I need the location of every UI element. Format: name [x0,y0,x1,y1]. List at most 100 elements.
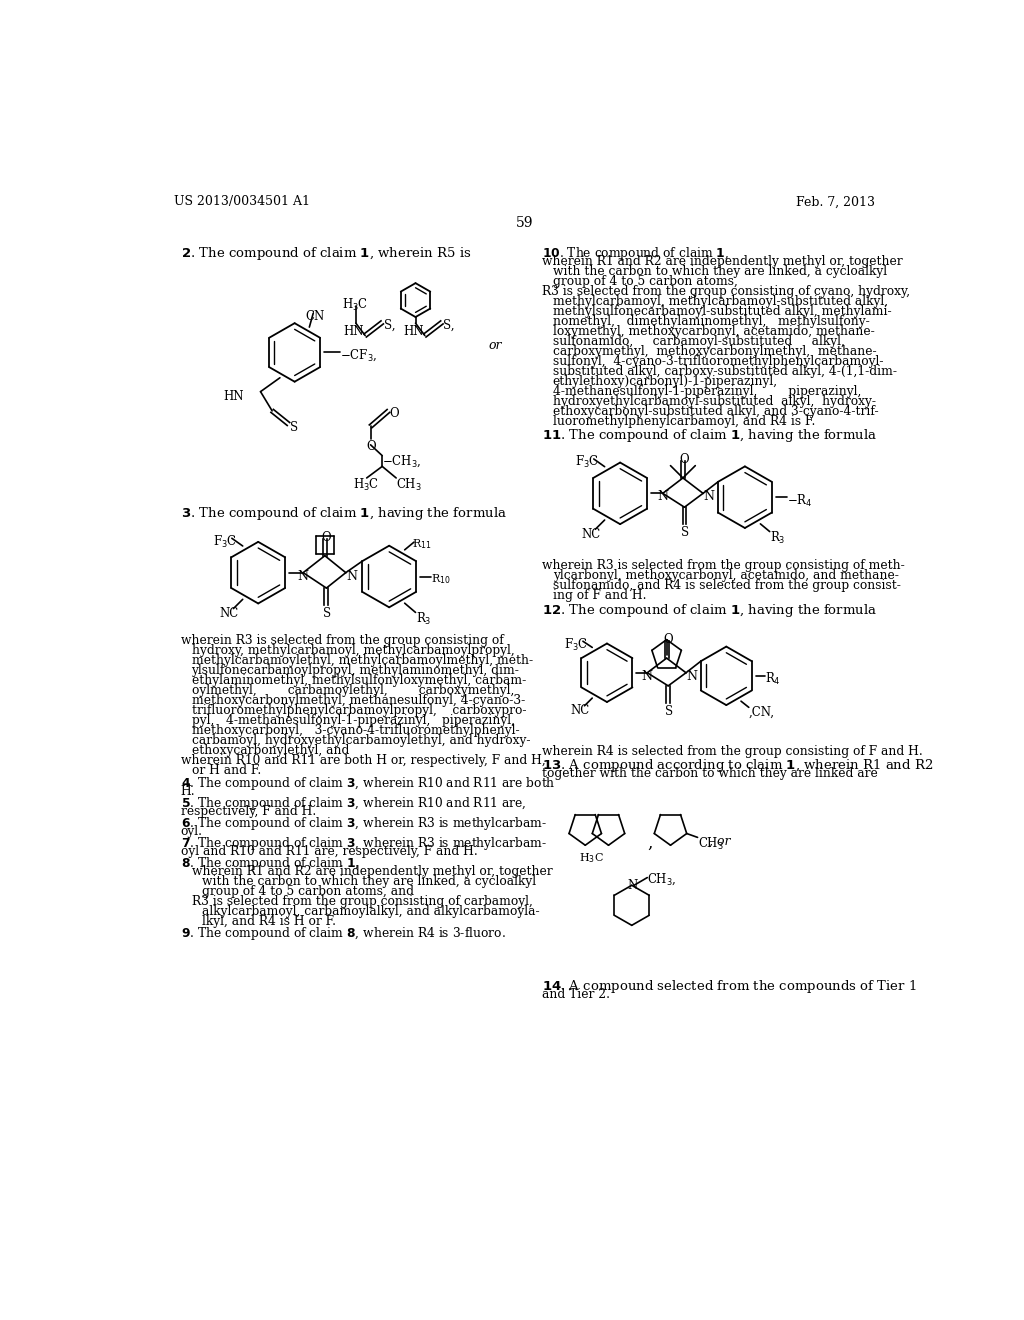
Text: S: S [665,705,673,718]
Text: pyl,   4-methanesulfonyl-1-piperazinyl,   piperazinyl,: pyl, 4-methanesulfonyl-1-piperazinyl, pi… [191,714,514,727]
Text: N: N [657,490,669,503]
Text: F$_3$C: F$_3$C [213,533,238,549]
Text: and Tier 2.: and Tier 2. [542,989,610,1002]
Text: HN: HN [403,325,424,338]
Text: wherein R1 and R2 are independently methyl or, together: wherein R1 and R2 are independently meth… [542,255,902,268]
Text: methoxycarbonyl,   3-cyano-4-trifluoromethylphenyl-: methoxycarbonyl, 3-cyano-4-trifluorometh… [191,725,519,738]
Text: ,: , [647,834,652,851]
Text: F$_3$C: F$_3$C [575,454,599,470]
Text: ethylethoxy)carbonyl)-1-piperazinyl,: ethylethoxy)carbonyl)-1-piperazinyl, [553,375,778,388]
Text: N: N [642,669,653,682]
Text: R$_4$: R$_4$ [765,671,780,688]
Text: hydroxyethylcarbamoyl-substituted  alkyl,  hydroxy-: hydroxyethylcarbamoyl-substituted alkyl,… [553,395,876,408]
Text: O: O [322,531,332,544]
Text: $\mathbf{13}$. A compound according to claim $\mathbf{1}$, wherein R1 and R2: $\mathbf{13}$. A compound according to c… [542,758,933,775]
Text: alkylcarbamoyl, carbamoylalkyl, and alkylcarbamoyla-: alkylcarbamoyl, carbamoylalkyl, and alky… [203,906,540,919]
Text: carboxymethyl,  methoxycarbonylmethyl,  methane-: carboxymethyl, methoxycarbonylmethyl, me… [553,345,877,358]
Text: sulfonamido, and R4 is selected from the group consist-: sulfonamido, and R4 is selected from the… [553,579,900,591]
Text: ethoxycarbonylethyl, and: ethoxycarbonylethyl, and [191,744,349,758]
Text: $\mathbf{7}$. The compound of claim $\mathbf{3}$, wherein R3 is methylcarbam-: $\mathbf{7}$. The compound of claim $\ma… [180,836,547,853]
Text: N: N [298,570,308,582]
Text: ethoxycarbonyl-substituted alkyl, and 3-cyano-4-trif-: ethoxycarbonyl-substituted alkyl, and 3-… [553,405,879,418]
Text: with the carbon to which they are linked, a cycloalkyl: with the carbon to which they are linked… [203,875,537,888]
Text: S: S [290,421,298,434]
Text: O: O [680,453,689,466]
Text: N: N [628,879,638,892]
Text: methoxycarbonylmethyl, methanesulfonyl, 4-cyano-3-: methoxycarbonylmethyl, methanesulfonyl, … [191,694,524,708]
Text: HN: HN [223,391,244,403]
Text: US 2013/0034501 A1: US 2013/0034501 A1 [174,195,310,209]
Text: O: O [389,407,398,420]
Text: group of 4 to 5 carbon atoms,: group of 4 to 5 carbon atoms, [553,275,737,288]
Text: nomethyl,   dimethylaminomethyl,   methylsulfony-: nomethyl, dimethylaminomethyl, methylsul… [553,314,869,327]
Text: $\mathbf{14}$. A compound selected from the compounds of Tier 1: $\mathbf{14}$. A compound selected from … [542,978,916,995]
Text: R$_3$: R$_3$ [770,531,785,546]
Text: O: O [366,441,376,453]
Text: $\mathbf{11}$. The compound of claim $\mathbf{1}$, having the formula: $\mathbf{11}$. The compound of claim $\m… [542,428,877,444]
Text: ethylaminomethyl, methylsulfonyloxymethyl, carbam-: ethylaminomethyl, methylsulfonyloxymethy… [191,675,525,688]
Text: ylsulfonecarbamoylpropyl, methylaminomethyl, dim-: ylsulfonecarbamoylpropyl, methylaminomet… [191,664,519,677]
Text: N: N [687,669,697,682]
Text: $\mathbf{12}$. The compound of claim $\mathbf{1}$, having the formula: $\mathbf{12}$. The compound of claim $\m… [542,602,877,619]
Text: CN: CN [305,310,325,323]
Text: ing of F and H.: ing of F and H. [553,589,646,602]
Text: ylcarbonyl, methoxycarbonyl, acetamido, and methane-: ylcarbonyl, methoxycarbonyl, acetamido, … [553,569,899,582]
Text: CH$_3$: CH$_3$ [697,836,724,851]
Text: R3 is selected from the group consisting of cyano, hydroxy,: R3 is selected from the group consisting… [542,285,910,298]
Text: wherein R1 and R2 are independently methyl or, together: wherein R1 and R2 are independently meth… [191,866,552,878]
Text: $-$CF$_3$,: $-$CF$_3$, [340,348,377,363]
Text: 59: 59 [516,216,534,230]
Text: ,CN,: ,CN, [749,706,775,719]
Text: trifluoromethylphenylcarbamoylpropyl,    carboxypro-: trifluoromethylphenylcarbamoylpropyl, ca… [191,705,526,717]
Text: CH$_3$: CH$_3$ [396,478,422,494]
Text: N: N [703,490,715,503]
Text: wherein R4 is selected from the group consisting of F and H.: wherein R4 is selected from the group co… [542,744,923,758]
Text: carbamoyl, hydroxyethylcarbamoylethyl, and hydroxy-: carbamoyl, hydroxyethylcarbamoylethyl, a… [191,734,530,747]
Text: loxymethyl, methoxycarbonyl, acetamido, methane-: loxymethyl, methoxycarbonyl, acetamido, … [553,325,874,338]
Text: R$_{11}$: R$_{11}$ [413,537,432,552]
Text: , or: , or [710,834,731,847]
Text: wherein R3 is selected from the group consisting of meth-: wherein R3 is selected from the group co… [542,558,904,572]
Text: R$_3$: R$_3$ [416,611,431,627]
Text: N: N [346,570,357,582]
Text: $-$CH$_3$,: $-$CH$_3$, [382,453,422,469]
Text: or H and F.: or H and F. [191,764,261,777]
Text: 4-methanesulfonyl-1-piperazinyl,        piperazinyl,: 4-methanesulfonyl-1-piperazinyl, piperaz… [553,385,861,397]
Text: luoromethylphenylcarbamoyl, and R4 is F.: luoromethylphenylcarbamoyl, and R4 is F. [553,414,815,428]
Text: respectively, F and H.: respectively, F and H. [180,805,316,818]
Text: R$_{10}$: R$_{10}$ [431,572,451,586]
Text: NC: NC [582,528,601,541]
Text: oyl and R10 and R11 are, respectively, F and H.: oyl and R10 and R11 are, respectively, F… [180,845,477,858]
Text: with the carbon to which they are linked, a cycloalkyl: with the carbon to which they are linked… [553,264,887,277]
Text: oyl.: oyl. [180,825,203,838]
Text: H$_3$C: H$_3$C [352,478,379,494]
Text: lkyl, and R4 is H or F.: lkyl, and R4 is H or F. [203,915,337,928]
Text: wherein R10 and R11 are both H or, respectively, F and H,: wherein R10 and R11 are both H or, respe… [180,755,546,767]
Text: CH$_3$,: CH$_3$, [647,871,677,887]
Text: $\mathbf{3}$. The compound of claim $\mathbf{1}$, having the formula: $\mathbf{3}$. The compound of claim $\ma… [180,506,507,521]
Text: $\mathbf{5}$. The compound of claim $\mathbf{3}$, wherein R10 and R11 are,: $\mathbf{5}$. The compound of claim $\ma… [180,795,526,812]
Text: oylmethyl,        carbamoylethyl,        carboxymethyl,: oylmethyl, carbamoylethyl, carboxymethyl… [191,684,514,697]
Text: S: S [324,607,332,620]
Text: substituted alkyl, carboxy-substituted alkyl, 4-(1,1-dim-: substituted alkyl, carboxy-substituted a… [553,364,897,378]
Text: methylsulfonecarbamoyl-substituted alkyl, methylami-: methylsulfonecarbamoyl-substituted alkyl… [553,305,891,318]
Text: $\mathbf{9}$. The compound of claim $\mathbf{8}$, wherein R4 is 3-fluoro.: $\mathbf{9}$. The compound of claim $\ma… [180,925,506,942]
Text: group of 4 to 5 carbon atoms, and: group of 4 to 5 carbon atoms, and [203,886,415,899]
Text: R3 is selected from the group consisting of carbamoyl,: R3 is selected from the group consisting… [191,895,532,908]
Text: methylcarbamoyl, methylcarbamoyl-substituted alkyl,: methylcarbamoyl, methylcarbamoyl-substit… [553,294,888,308]
Text: H.: H. [180,785,196,799]
Text: O: O [664,634,673,647]
Text: $\mathbf{6}$. The compound of claim $\mathbf{3}$, wherein R3 is methylcarbam-: $\mathbf{6}$. The compound of claim $\ma… [180,816,547,832]
Text: $-$R$_4$: $-$R$_4$ [786,492,812,508]
Text: NC: NC [219,607,239,620]
Text: HN: HN [343,325,364,338]
Text: methylcarbamoylethyl, methylcarbamoylmethyl, meth-: methylcarbamoylethyl, methylcarbamoylmet… [191,655,532,668]
Text: H$_3$C: H$_3$C [342,297,368,313]
Text: H$_3$C: H$_3$C [579,851,604,865]
Text: sulfonyl,  4-cyano-3-trifluoromethylphenylcarbamoyl-: sulfonyl, 4-cyano-3-trifluoromethylpheny… [553,355,883,368]
Text: NC: NC [570,705,590,717]
Text: $\mathbf{2}$. The compound of claim $\mathbf{1}$, wherein R5 is: $\mathbf{2}$. The compound of claim $\ma… [180,244,471,261]
Text: S,: S, [384,318,395,331]
Text: or: or [488,339,502,352]
Text: sulfonamido,     carbamoyl-substituted     alkyl,: sulfonamido, carbamoyl-substituted alkyl… [553,335,845,347]
